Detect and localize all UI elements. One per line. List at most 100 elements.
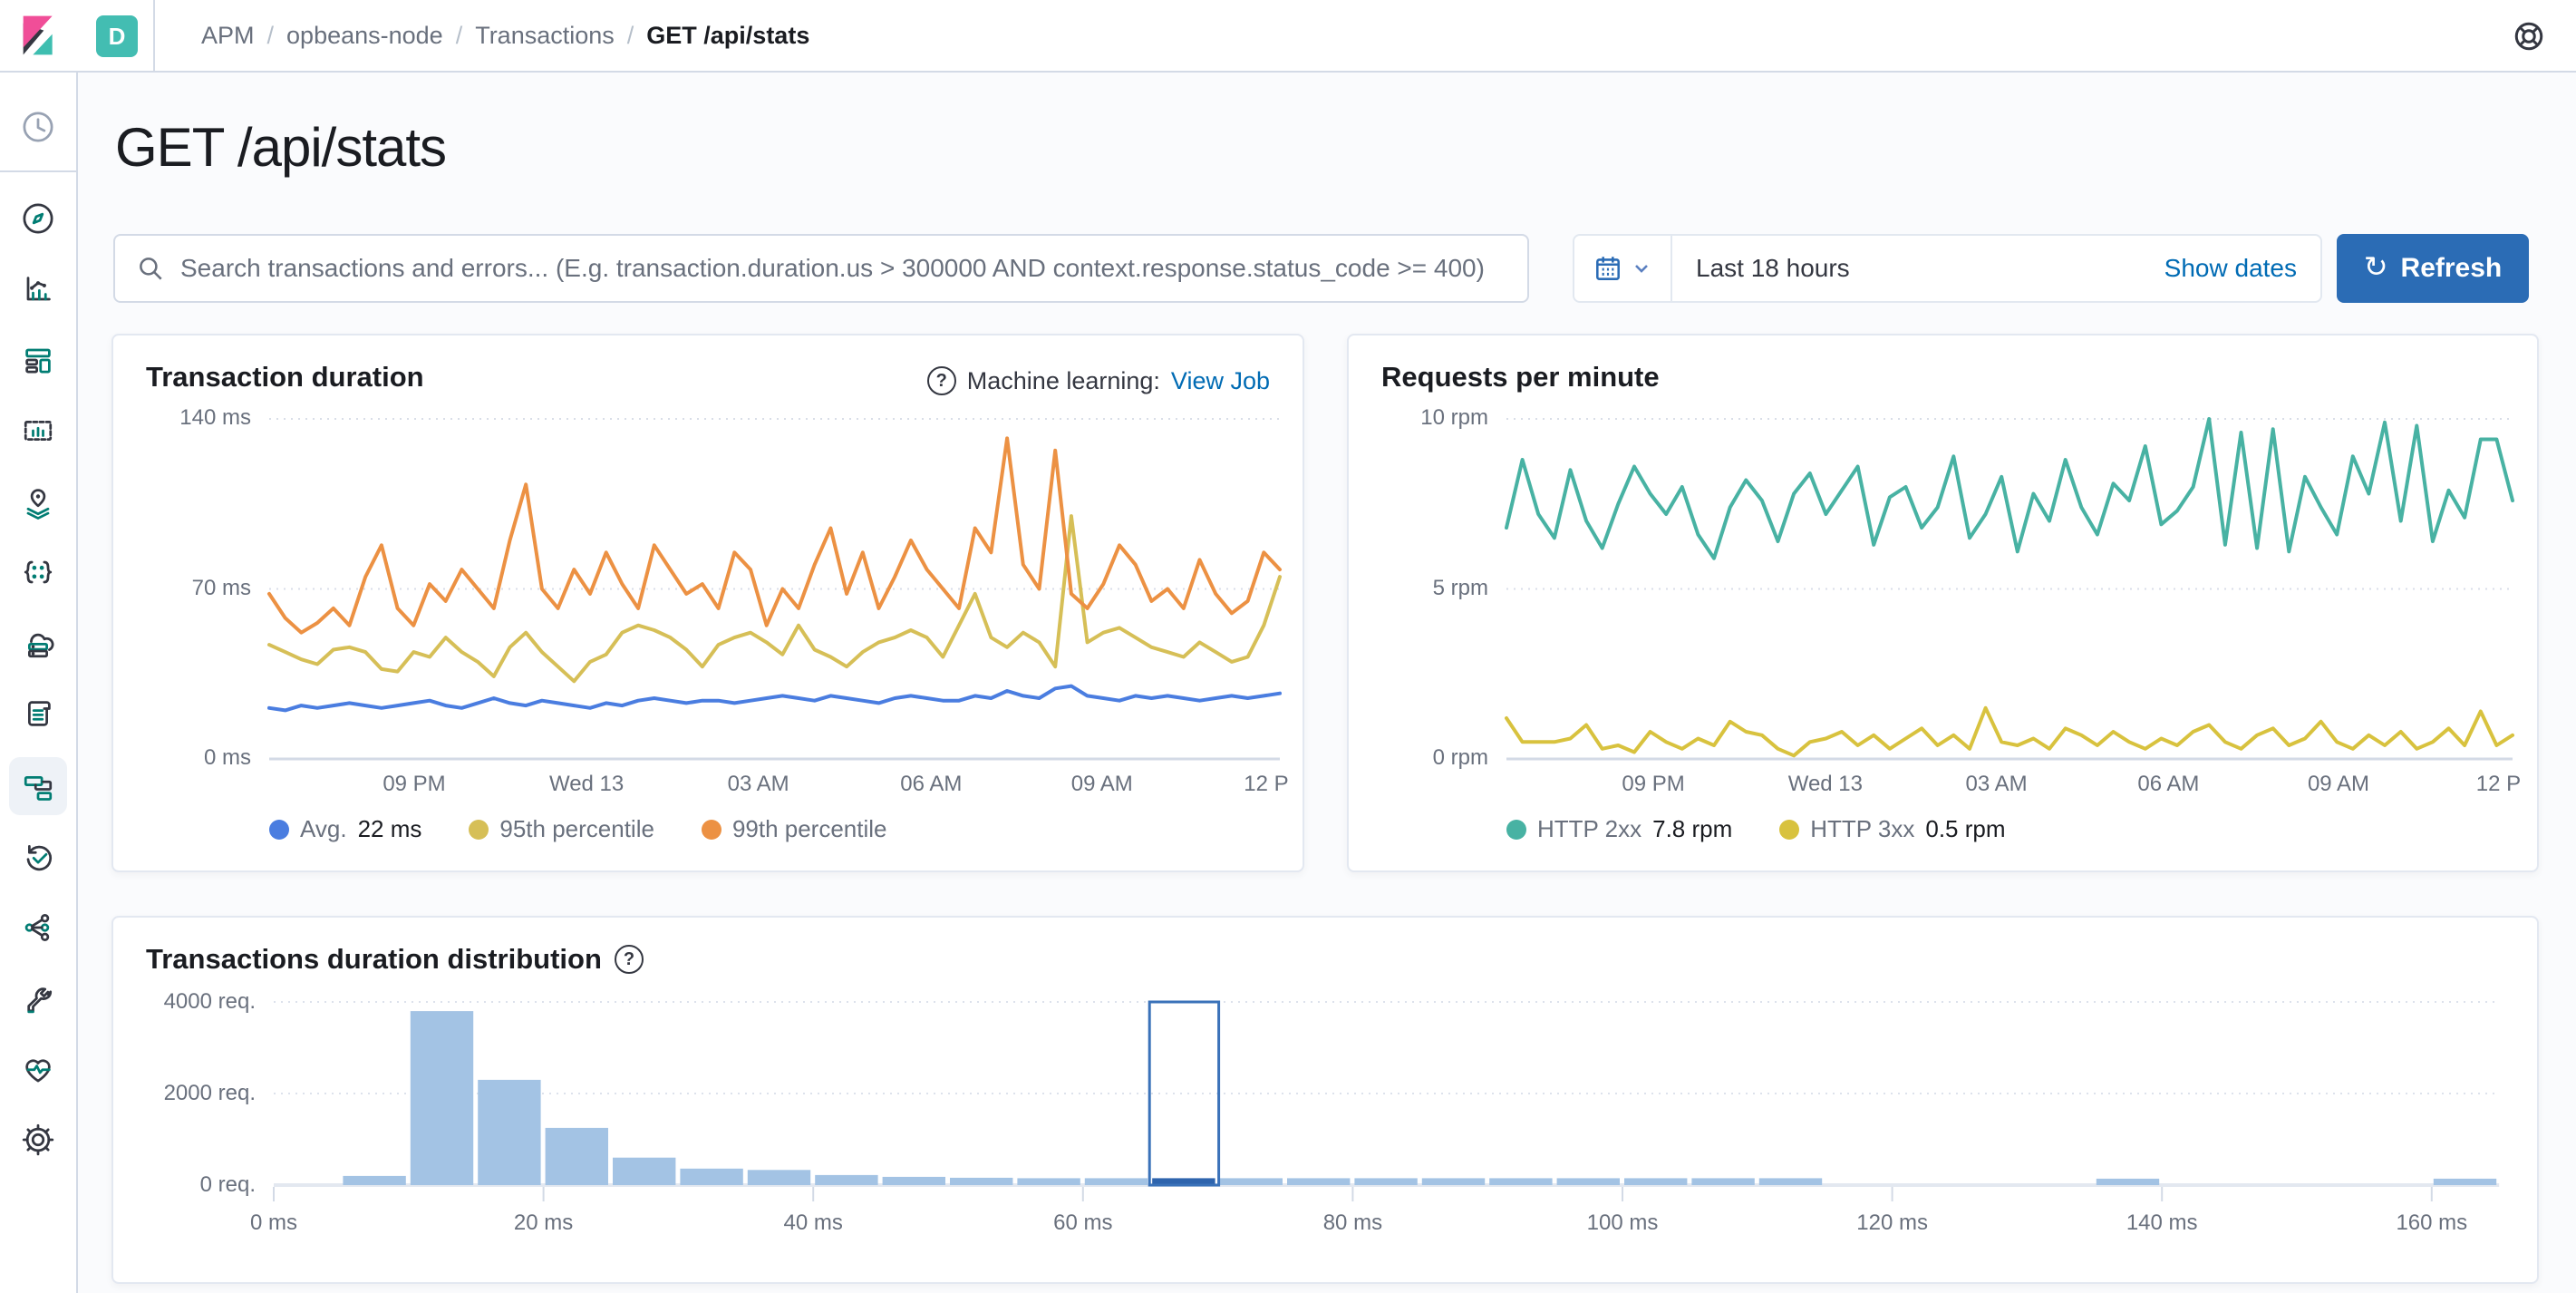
histogram-bar[interactable] bbox=[1691, 1178, 1755, 1185]
calendar-dropdown[interactable] bbox=[1574, 236, 1671, 301]
maps-icon bbox=[26, 489, 50, 520]
sidebar-item-recently-viewed[interactable] bbox=[9, 98, 67, 156]
x-axis-tick-label: 06 AM bbox=[900, 772, 963, 796]
x-axis-tick-label: 20 ms bbox=[513, 1210, 574, 1235]
histogram-bar[interactable] bbox=[2096, 1178, 2160, 1185]
sidebar-item-stack-monitoring[interactable] bbox=[9, 1040, 67, 1098]
rpm-chart-plot[interactable] bbox=[1505, 417, 2514, 764]
breadcrumb-item: GET /api/stats bbox=[646, 21, 810, 49]
legend-item[interactable]: 99th percentile bbox=[701, 815, 887, 843]
x-axis-tick-label: Wed 13 bbox=[1787, 772, 1863, 796]
sidebar-item-machine-learning[interactable] bbox=[9, 543, 67, 601]
apm-icon bbox=[24, 776, 53, 801]
histogram-bar[interactable] bbox=[1421, 1178, 1486, 1185]
breadcrumb: APM / opbeans-node / Transactions / GET /api/s… bbox=[201, 0, 822, 71]
visualize-icon bbox=[26, 277, 51, 301]
gear-icon bbox=[22, 1123, 54, 1156]
sidebar-nav bbox=[0, 73, 78, 1293]
breadcrumb-item[interactable]: APM bbox=[201, 21, 255, 49]
histogram-bar[interactable] bbox=[343, 1175, 406, 1185]
x-axis-tick-label: 09 PM bbox=[383, 772, 446, 796]
histogram-bar[interactable] bbox=[950, 1177, 1013, 1185]
x-axis-tick-label: Wed 13 bbox=[548, 772, 625, 796]
y-axis-tick-label: 0 rpm bbox=[1432, 745, 1488, 770]
time-range-value[interactable]: Last 18 hours bbox=[1696, 254, 1850, 282]
help-icon[interactable] bbox=[2511, 18, 2547, 54]
histogram-bar[interactable] bbox=[882, 1176, 945, 1185]
graph-icon bbox=[24, 914, 50, 941]
duration-chart-plot[interactable] bbox=[267, 418, 1282, 764]
legend-dot bbox=[701, 819, 721, 840]
distribution-histogram-plot[interactable] bbox=[273, 1000, 2506, 1205]
x-axis-tick-label: 140 ms bbox=[2126, 1210, 2198, 1235]
breadcrumb-separator: / bbox=[626, 21, 634, 49]
sidebar-item-metrics[interactable] bbox=[9, 614, 67, 672]
sidebar-item-logs[interactable] bbox=[9, 685, 67, 743]
legend-item[interactable]: HTTP 2xx 7.8 rpm bbox=[1506, 815, 1732, 843]
topbar-divider bbox=[153, 0, 155, 71]
sidebar-item-maps[interactable] bbox=[9, 472, 67, 530]
histogram-bar[interactable] bbox=[410, 1011, 474, 1185]
breadcrumb-item[interactable]: Transactions bbox=[475, 21, 615, 49]
space-avatar[interactable]: D bbox=[96, 15, 138, 57]
histogram-bar[interactable] bbox=[545, 1127, 608, 1185]
x-axis-tick-label: 100 ms bbox=[1586, 1210, 1659, 1235]
show-dates-link[interactable]: Show dates bbox=[2164, 254, 2297, 282]
legend-item[interactable]: 95th percentile bbox=[469, 815, 654, 843]
chevron-down-icon bbox=[1631, 258, 1652, 279]
sidebar-item-visualize[interactable] bbox=[9, 260, 67, 318]
legend-label: HTTP 3xx bbox=[1810, 815, 1915, 842]
x-axis-tick-label: 06 AM bbox=[2137, 772, 2200, 796]
breadcrumb-separator: / bbox=[455, 21, 463, 49]
sidebar-item-management[interactable] bbox=[9, 1111, 67, 1169]
x-axis-tick-label: 12 P bbox=[1244, 772, 1289, 796]
sidebar-item-dashboard[interactable] bbox=[9, 331, 67, 389]
histogram-bar[interactable] bbox=[1287, 1178, 1351, 1185]
histogram-bar[interactable] bbox=[1758, 1178, 1823, 1185]
legend-value: 22 ms bbox=[357, 815, 422, 842]
histogram-bar[interactable] bbox=[1489, 1178, 1553, 1185]
sidebar-item-apm[interactable] bbox=[9, 757, 67, 815]
histogram-bar[interactable] bbox=[815, 1174, 878, 1185]
histogram-bar-selected[interactable] bbox=[1152, 1178, 1215, 1185]
sidebar-item-canvas[interactable] bbox=[9, 402, 67, 460]
sidebar-item-discover[interactable] bbox=[9, 190, 67, 248]
search-bar[interactable] bbox=[113, 234, 1529, 303]
sidebar-item-graph[interactable] bbox=[9, 899, 67, 957]
histogram-bar[interactable] bbox=[1624, 1178, 1688, 1185]
metrics-icon bbox=[28, 633, 54, 658]
histogram-bar[interactable] bbox=[1084, 1178, 1148, 1185]
refresh-button[interactable]: ↻ Refresh bbox=[2337, 234, 2529, 303]
datebox-divider bbox=[1671, 236, 1672, 301]
legend-dot bbox=[469, 819, 489, 840]
y-axis-tick-label: 2000 req. bbox=[163, 1081, 256, 1105]
breadcrumb-item[interactable]: opbeans-node bbox=[286, 21, 443, 49]
search-input[interactable] bbox=[180, 254, 1507, 283]
sidebar-item-uptime[interactable] bbox=[9, 828, 67, 886]
legend-item[interactable]: Avg. 22 ms bbox=[269, 815, 421, 843]
sidebar-divider bbox=[0, 170, 78, 172]
kibana-logo[interactable] bbox=[0, 0, 78, 71]
histogram-bar[interactable] bbox=[613, 1157, 676, 1185]
histogram-bar[interactable] bbox=[747, 1170, 811, 1185]
histogram-bar[interactable] bbox=[478, 1079, 541, 1185]
x-axis-tick-label: 03 AM bbox=[727, 772, 789, 796]
legend-item[interactable]: HTTP 3xx 0.5 rpm bbox=[1779, 815, 2006, 843]
legend-dot bbox=[269, 819, 289, 840]
histogram-bar[interactable] bbox=[1354, 1178, 1418, 1185]
transaction-duration-panel: Transaction duration ? Machine learning:… bbox=[111, 334, 1304, 872]
panel-title: Requests per minute bbox=[1381, 361, 1660, 393]
sidebar-item-dev-tools[interactable] bbox=[9, 969, 67, 1027]
histogram-bar[interactable] bbox=[680, 1168, 743, 1185]
view-job-link[interactable]: View Job bbox=[1170, 366, 1270, 394]
histogram-bar[interactable] bbox=[2433, 1178, 2497, 1185]
histogram-bar[interactable] bbox=[1556, 1178, 1620, 1185]
histogram-bar[interactable] bbox=[1219, 1178, 1283, 1185]
legend-label: 99th percentile bbox=[731, 815, 887, 842]
histogram-bar[interactable] bbox=[1017, 1178, 1080, 1185]
x-axis-tick-label: 120 ms bbox=[1856, 1210, 1928, 1235]
x-axis-tick-label: 60 ms bbox=[1053, 1210, 1113, 1235]
dashboard-icon bbox=[25, 348, 51, 374]
top-navigation-bar: D APM / opbeans-node / Transactions / GET /api… bbox=[0, 0, 2576, 73]
refresh-icon: ↻ bbox=[2363, 249, 2388, 284]
